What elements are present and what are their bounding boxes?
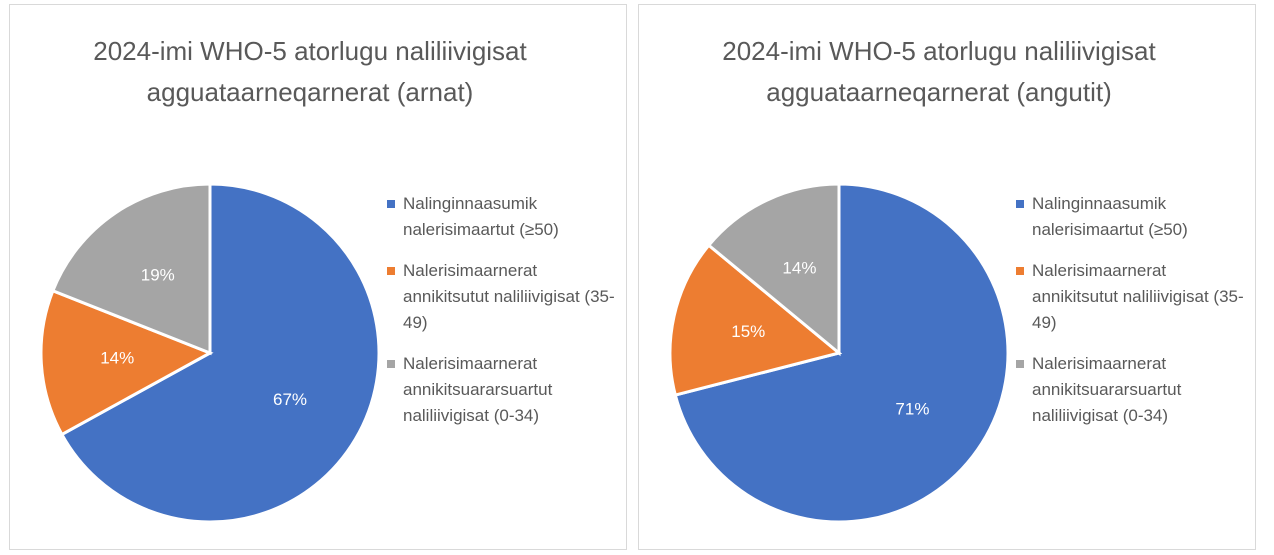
legend-marker [1016, 267, 1024, 275]
pie-slice [50, 182, 212, 356]
legend-marker [387, 267, 395, 275]
legend-item: Nalinginnaasumik nalerisimaartut (≥50) [1016, 191, 1256, 243]
data-label: 71% [895, 399, 929, 418]
legend-label: Nalinginnaasumik nalerisimaartut (≥50) [1032, 194, 1188, 239]
legend-item: Nalerisimaarnerat annikitsuararsuartut n… [387, 351, 627, 429]
data-label: 67% [273, 390, 307, 409]
data-label: 14% [782, 258, 816, 277]
legend-item: Nalinginnaasumik nalerisimaartut (≥50) [387, 191, 627, 243]
legend-marker [387, 200, 395, 208]
pie: 67% 14% 19% [39, 182, 381, 524]
chart-title: 2024-imi WHO-5 atorlugu naliliivigisat a… [722, 36, 1156, 107]
pie-slice [706, 182, 841, 357]
legend-item: Nalerisimaarnerat annikitsutut naliliivi… [1016, 258, 1256, 336]
legend-label: Nalerisimaarnerat annikitsutut naliliivi… [1032, 261, 1244, 332]
legend-marker [387, 360, 395, 368]
pie-slice [59, 182, 381, 524]
chart-title: 2024-imi WHO-5 atorlugu naliliivigisat a… [93, 36, 527, 107]
pie: 71% 15% 14% [668, 182, 1010, 524]
legend-label: Nalerisimaarnerat annikitsuararsuartut n… [403, 354, 553, 425]
legend-label: Nalerisimaarnerat annikitsutut naliliivi… [403, 261, 615, 332]
legend: Nalinginnaasumik nalerisimaartut (≥50) Na… [1016, 191, 1256, 429]
legend-label: Nalerisimaarnerat annikitsuararsuartut n… [1032, 354, 1182, 425]
legend-label: Nalinginnaasumik nalerisimaartut (≥50) [403, 194, 559, 239]
chart-panel: 2024-imi WHO-5 atorlugu naliliivigisat a… [9, 4, 627, 550]
chart-panel: 2024-imi WHO-5 atorlugu naliliivigisat a… [638, 4, 1256, 550]
pie-slice [668, 243, 843, 397]
legend: Nalinginnaasumik nalerisimaartut (≥50) Na… [387, 191, 627, 429]
legend-marker [1016, 200, 1024, 208]
pie-slice [673, 182, 1010, 524]
legend-item: Nalerisimaarnerat annikitsutut naliliivi… [387, 258, 627, 336]
legend-item: Nalerisimaarnerat annikitsuararsuartut n… [1016, 351, 1256, 429]
data-label: 19% [141, 266, 175, 285]
data-label: 15% [731, 322, 765, 341]
data-label: 14% [100, 348, 134, 367]
pie-slice [39, 288, 214, 437]
legend-marker [1016, 360, 1024, 368]
